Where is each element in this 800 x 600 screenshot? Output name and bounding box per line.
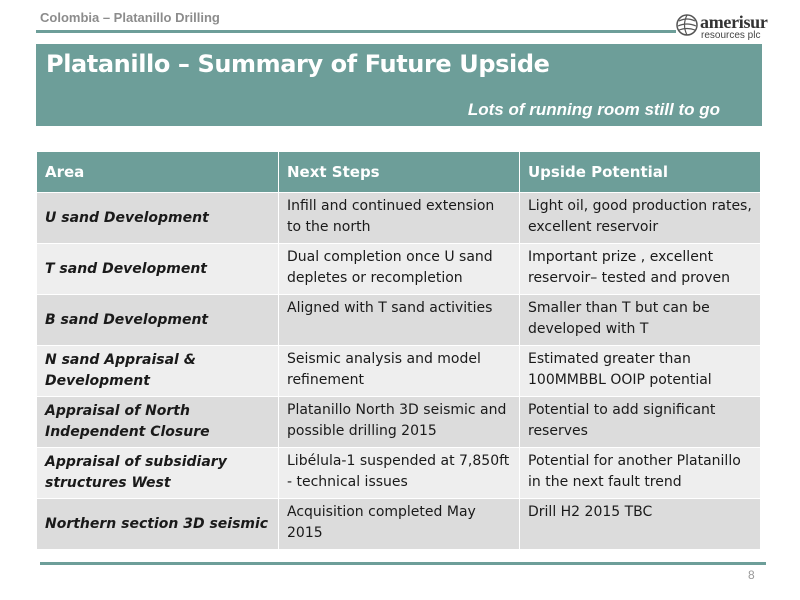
table-row: Appraisal of subsidiary structures West … [36, 447, 761, 499]
area-cell: Appraisal of North Independent Closure [36, 396, 279, 448]
upside-cell: Light oil, good production rates, excell… [519, 192, 761, 244]
table-header-row: Area Next Steps Upside Potential [36, 151, 761, 193]
next-steps-cell: Libélula-1 suspended at 7,850ft - techni… [278, 447, 520, 499]
top-divider [36, 30, 676, 33]
area-cell: Appraisal of subsidiary structures West [36, 447, 279, 499]
table-row: N sand Appraisal & Development Seismic a… [36, 345, 761, 397]
column-header-area: Area [36, 151, 279, 193]
section-label: Colombia – Platanillo Drilling [40, 10, 220, 25]
upside-cell: Drill H2 2015 TBC [519, 498, 761, 550]
table-row: Appraisal of North Independent Closure P… [36, 396, 761, 448]
area-cell: Northern section 3D seismic [36, 498, 279, 550]
title-banner: Platanillo – Summary of Future Upside Lo… [36, 44, 762, 126]
area-cell: N sand Appraisal & Development [36, 345, 279, 397]
logo-globe-icon [676, 14, 698, 36]
next-steps-cell: Acquisition completed May 2015 [278, 498, 520, 550]
bottom-divider [40, 562, 766, 565]
next-steps-cell: Platanillo North 3D seismic and possible… [278, 396, 520, 448]
table-row: T sand Development Dual completion once … [36, 243, 761, 295]
next-steps-cell: Seismic analysis and model refinement [278, 345, 520, 397]
table-row: B sand Development Aligned with T sand a… [36, 294, 761, 346]
upside-cell: Potential for another Platanillo in the … [519, 447, 761, 499]
company-logo: amerisur resources plc [676, 10, 796, 41]
table-row: U sand Development Infill and continued … [36, 192, 761, 244]
area-cell: U sand Development [36, 192, 279, 244]
logo-subtitle: resources plc [701, 30, 761, 41]
upside-cell: Important prize , excellent reservoir– t… [519, 243, 761, 295]
page-subtitle: Lots of running room still to go [467, 100, 720, 119]
next-steps-cell: Aligned with T sand activities [278, 294, 520, 346]
upside-cell: Potential to add significant reserves [519, 396, 761, 448]
next-steps-cell: Infill and continued extension to the no… [278, 192, 520, 244]
upside-cell: Smaller than T but can be developed with… [519, 294, 761, 346]
logo-wordmark: amerisur [700, 12, 768, 32]
page-number: 8 [748, 568, 755, 582]
area-cell: T sand Development [36, 243, 279, 295]
table-row: Northern section 3D seismic Acquisition … [36, 498, 761, 550]
area-cell: B sand Development [36, 294, 279, 346]
column-header-upside-potential: Upside Potential [519, 151, 761, 193]
page-title: Platanillo – Summary of Future Upside [46, 50, 550, 78]
upside-table: Area Next Steps Upside Potential U sand … [36, 151, 761, 550]
column-header-next-steps: Next Steps [278, 151, 520, 193]
upside-cell: Estimated greater than 100MMBBL OOIP pot… [519, 345, 761, 397]
next-steps-cell: Dual completion once U sand depletes or … [278, 243, 520, 295]
